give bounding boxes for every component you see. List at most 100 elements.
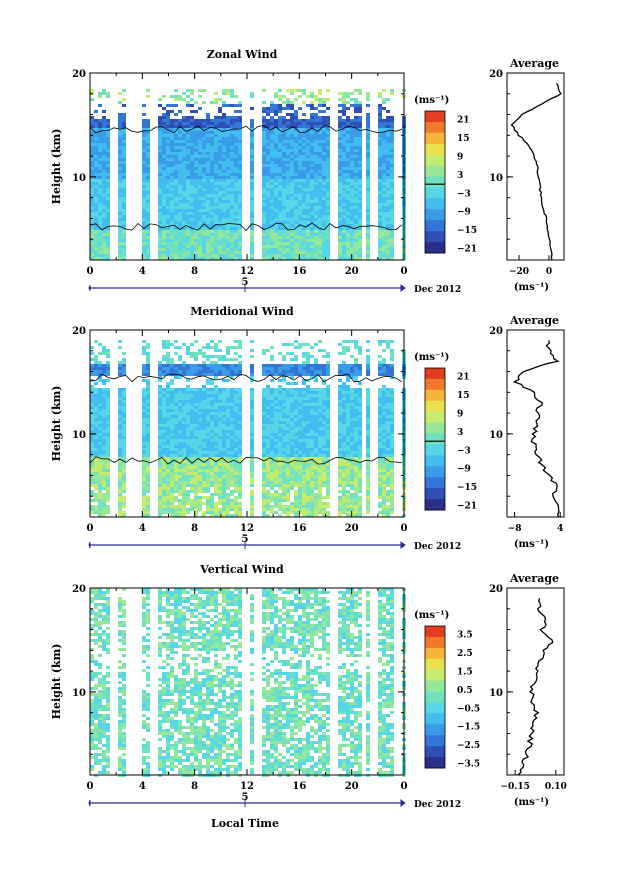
heatmap-cell	[378, 212, 382, 215]
heatmap-cell	[162, 367, 166, 370]
heatmap-cell	[226, 254, 230, 257]
heatmap-cell	[318, 245, 322, 248]
heatmap-cell	[286, 191, 290, 194]
heatmap-cell	[382, 140, 386, 143]
heatmap-cell	[202, 251, 206, 254]
heatmap-cell	[206, 394, 210, 397]
heatmap-cell	[90, 451, 94, 454]
heatmap-cell	[310, 188, 314, 191]
heatmap-cell	[310, 245, 314, 248]
heatmap-cell	[274, 179, 278, 182]
heatmap-cell	[214, 254, 218, 257]
heatmap-cell	[266, 385, 270, 388]
heatmap-cell	[238, 421, 242, 424]
heatmap-cell	[206, 427, 210, 430]
heatmap-cell	[178, 143, 182, 146]
heatmap-cell	[306, 158, 310, 161]
heatmap-cell	[342, 388, 346, 391]
heatmap-cell	[186, 424, 190, 427]
heatmap-cell	[98, 191, 102, 194]
heatmap-cell	[290, 161, 294, 164]
heatmap-cell	[118, 167, 122, 170]
heatmap-cell	[382, 254, 386, 257]
heatmap-cell	[178, 403, 182, 406]
heatmap-cell	[118, 125, 122, 128]
heatmap-cell	[378, 251, 382, 254]
heatmap-cell	[302, 182, 306, 185]
heatmap-cell	[350, 155, 354, 158]
heatmap-cell	[102, 346, 106, 349]
heatmap-cell	[234, 439, 238, 442]
heatmap-cell	[378, 137, 382, 140]
heatmap-cell	[302, 445, 306, 448]
heatmap-cell	[350, 200, 354, 203]
heatmap-cell	[162, 427, 166, 430]
heatmap-cell	[118, 394, 122, 397]
heatmap-cell	[314, 430, 318, 433]
heatmap-cell	[286, 197, 290, 200]
heatmap-cell	[198, 245, 202, 248]
heatmap-cell	[178, 98, 182, 101]
heatmap-cell	[298, 421, 302, 424]
heatmap-cell	[358, 442, 362, 445]
heatmap-cell	[202, 125, 206, 128]
heatmap-cell	[122, 209, 126, 212]
heatmap-cell	[338, 364, 342, 367]
heatmap-cell	[90, 182, 94, 185]
heatmap-cell	[190, 158, 194, 161]
heatmap-cell	[158, 146, 162, 149]
heatmap-cell	[98, 442, 102, 445]
heatmap-cell	[290, 248, 294, 251]
heatmap-cell	[338, 104, 342, 107]
heatmap-cell	[98, 367, 102, 370]
heatmap-cell	[390, 436, 394, 439]
heatmap-cell	[210, 161, 214, 164]
heatmap-cell	[358, 373, 362, 376]
heatmap-cell	[386, 182, 390, 185]
heatmap-cell	[142, 224, 146, 227]
heatmap-cell	[390, 418, 394, 421]
heatmap-cell	[166, 358, 170, 361]
heatmap-cell	[178, 209, 182, 212]
heatmap-cell	[218, 128, 222, 131]
heatmap-cell	[94, 239, 98, 242]
heatmap-cell	[386, 343, 390, 346]
heatmap-cell	[266, 442, 270, 445]
heatmap-cell	[122, 427, 126, 430]
heatmap-cell	[222, 424, 226, 427]
heatmap-cell	[166, 403, 170, 406]
heatmap-cell	[202, 179, 206, 182]
heatmap-cell	[306, 388, 310, 391]
heatmap-cell	[234, 179, 238, 182]
heatmap-cell	[90, 212, 94, 215]
heatmap-cell	[278, 194, 282, 197]
heatmap-cell	[354, 254, 358, 257]
heatmap-cell	[122, 430, 126, 433]
heatmap-cell	[218, 140, 222, 143]
heatmap-cell	[174, 158, 178, 161]
heatmap-cell	[202, 230, 206, 233]
heatmap-cell	[354, 445, 358, 448]
heatmap-cell	[366, 400, 370, 403]
heatmap-cell	[230, 394, 234, 397]
heatmap-cell	[230, 206, 234, 209]
heatmap-cell	[318, 233, 322, 236]
heatmap-cell	[178, 415, 182, 418]
heatmap-cell	[190, 116, 194, 119]
heatmap-cell	[342, 230, 346, 233]
heatmap-cell	[158, 385, 162, 388]
heatmap-cell	[322, 364, 326, 367]
heatmap-cell	[186, 427, 190, 430]
colorbar-tick-label: 15	[457, 134, 470, 144]
heatmap-cell	[166, 245, 170, 248]
heatmap-cell	[226, 388, 230, 391]
heatmap-cell	[354, 104, 358, 107]
heatmap-cell	[250, 149, 254, 152]
heatmap-cell	[382, 107, 386, 110]
colorbar-tick-label: 3	[457, 171, 463, 181]
heatmap-cell	[218, 185, 222, 188]
heatmap-cell	[250, 200, 254, 203]
heatmap-cell	[222, 122, 226, 125]
heatmap-cell	[218, 215, 222, 218]
heatmap-cell	[318, 445, 322, 448]
